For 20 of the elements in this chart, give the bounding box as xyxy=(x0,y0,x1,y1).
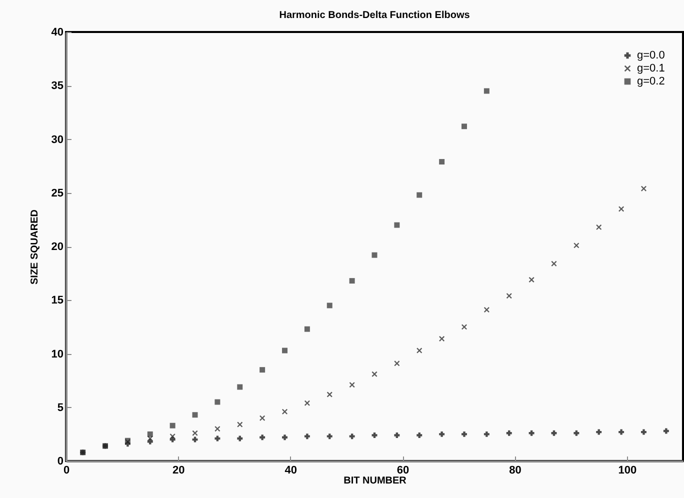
legend-label: g=0.0 xyxy=(637,50,665,62)
y-tick-label: 15 xyxy=(51,294,64,307)
y-tick-label: 10 xyxy=(51,348,64,360)
y-tick-label: 0 xyxy=(57,456,64,468)
y-tick-label: 20 xyxy=(51,241,64,253)
y-tick-label: 35 xyxy=(51,80,64,92)
x-axis-title: BIT NUMBER xyxy=(344,476,408,486)
chart-title: Harmonic Bonds-Delta Function Elbows xyxy=(279,10,470,21)
x-tick-label: 80 xyxy=(509,464,522,476)
y-tick-label: 25 xyxy=(51,187,64,200)
legend-label: g=0.1 xyxy=(637,62,665,74)
y-tick-label: 40 xyxy=(51,26,64,38)
x-tick-label: 100 xyxy=(618,464,637,476)
y-tick-label: 5 xyxy=(57,402,64,414)
y-axis-title: SIZE SQUARED xyxy=(29,209,40,285)
x-tick-label: 20 xyxy=(172,464,185,476)
y-tick-label: 30 xyxy=(51,134,64,146)
x-tick-label: 60 xyxy=(396,464,410,476)
legend-label: g=0.2 xyxy=(637,76,665,88)
x-tick-label: 40 xyxy=(284,464,297,476)
